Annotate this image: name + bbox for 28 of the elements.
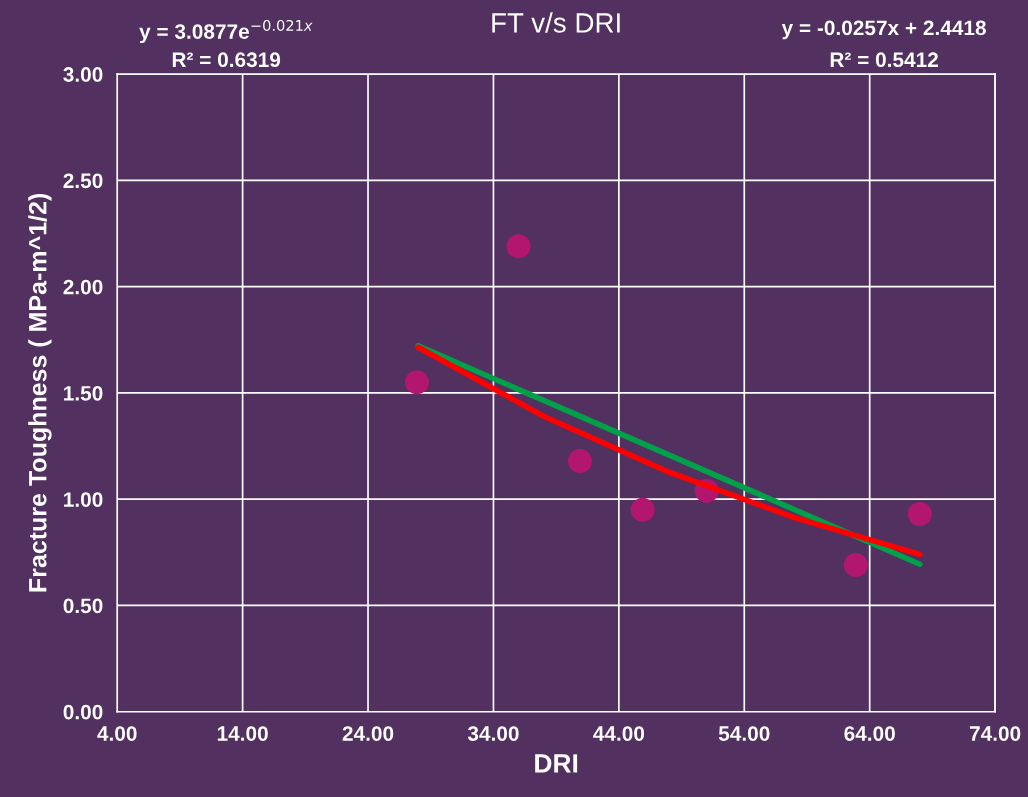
point [843,553,868,578]
x-tick-label: 44.00 [593,726,645,741]
y-tick-label: 0.00 [63,704,103,720]
text: y = 3.0877e$^{−0.021x}$ [139,19,313,44]
y-axis-title: Fracture Toughness ( MPa-m^1/2) [28,193,52,592]
x-axis-title: DRI [535,754,578,773]
x-tick-label: 64.00 [844,726,895,741]
point [907,502,932,527]
point [567,448,592,473]
y-tick-label: 3.00 [63,67,103,82]
text: R² = 0.5412 [830,52,938,68]
point [506,234,531,259]
point [404,370,429,395]
text: y = -0.0257x + 2.4418 [781,20,986,40]
text: R² = 0.6319 [172,52,281,68]
x-tick-label: 54.00 [718,726,770,741]
y-tick-label: 2.00 [63,279,103,295]
y-tick-label: 1.50 [64,385,103,401]
x-tick-label: 24.00 [342,726,394,741]
y-tick-label: 0.50 [63,598,103,614]
point [630,497,655,522]
y-tick-label: 2.50 [63,173,103,189]
y-tick-label: 1.00 [64,492,103,507]
x-tick-label: 14.00 [217,726,268,741]
chart-title: FT v/s DRI [492,12,620,33]
x-tick-label: 34.00 [467,726,519,741]
x-tick-label: 74.00 [969,726,1021,741]
x-tick-label: 4.00 [97,726,137,741]
